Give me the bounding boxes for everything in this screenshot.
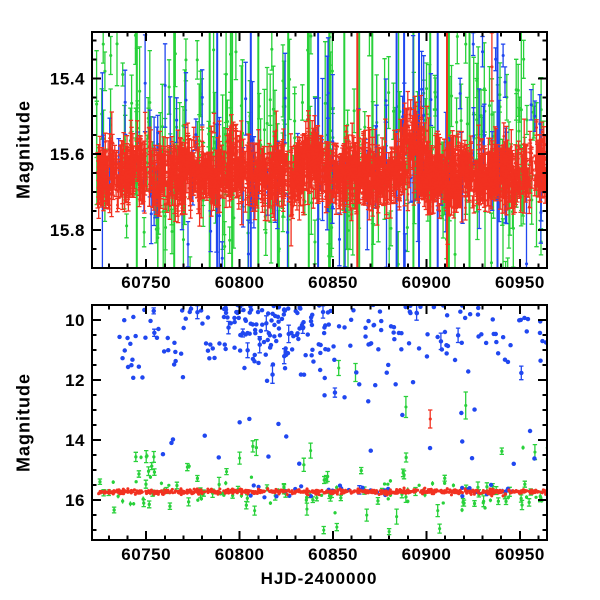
bottom-frame (91, 304, 548, 541)
bottom-series-green-mid-scatter (187, 439, 546, 478)
bottom-y-tick-label: 10 (65, 311, 85, 330)
top-y-tick-label: 15.4 (50, 69, 85, 88)
bottom-y-axis-title: Magnitude (13, 373, 34, 472)
top-x-tick-label: 60750 (121, 273, 171, 292)
bottom-panel: 60750 60800 60850 60900 60950 10 12 14 16 (65, 304, 548, 564)
bottom-data-area (97, 306, 546, 536)
top-x-tick-label: 60800 (215, 273, 265, 292)
bottom-series-blue-bright-cloud (117, 306, 546, 434)
top-x-tick-label: 60850 (308, 273, 358, 292)
bottom-series-red-quiescent-band (97, 486, 546, 498)
top-y-tick-label: 15.8 (50, 221, 85, 240)
top-y-tick-label: 15.6 (50, 145, 85, 164)
top-series-red-long-bar-point (489, 33, 495, 102)
x-axis-title: HJD-2400000 (260, 569, 378, 588)
top-frame (91, 31, 548, 269)
top-series-red-dense-band (95, 90, 546, 247)
top-ticks (92, 32, 547, 269)
bottom-y-tick-label: 16 (65, 491, 85, 510)
top-panel: 60750 60800 60850 60900 60950 15.4 15.6 15.8 (50, 31, 548, 292)
bottom-series-red-outlier-point (428, 409, 433, 429)
top-tick-labels: 60750 60800 60850 60900 60950 15.4 15.6 15.8 (50, 69, 545, 292)
top-y-axis-title: Magnitude (13, 100, 34, 200)
top-series-blue-bright-points (457, 33, 538, 133)
top-data-area (94, 33, 546, 267)
bottom-tick-labels: 60750 60800 60850 60900 60950 10 12 14 16 (65, 311, 545, 564)
top-x-tick-label: 60950 (495, 273, 545, 292)
bottom-x-tick-label: 60950 (495, 545, 545, 564)
bottom-ticks (92, 304, 547, 540)
bottom-y-tick-label: 12 (65, 371, 85, 390)
bottom-x-tick-label: 60900 (402, 545, 452, 564)
bottom-series-green-cluster-60750 (133, 450, 157, 489)
bottom-series-blue-faint-scatter (160, 420, 537, 466)
bottom-y-tick-label: 14 (65, 431, 85, 450)
top-x-tick-label: 60900 (402, 273, 452, 292)
bottom-x-tick-label: 60800 (215, 545, 265, 564)
bottom-x-tick-label: 60750 (121, 545, 171, 564)
bottom-x-tick-label: 60850 (308, 545, 358, 564)
top-series-green-bright-points (101, 33, 526, 121)
bottom-series-green-outlier-points (144, 359, 538, 536)
